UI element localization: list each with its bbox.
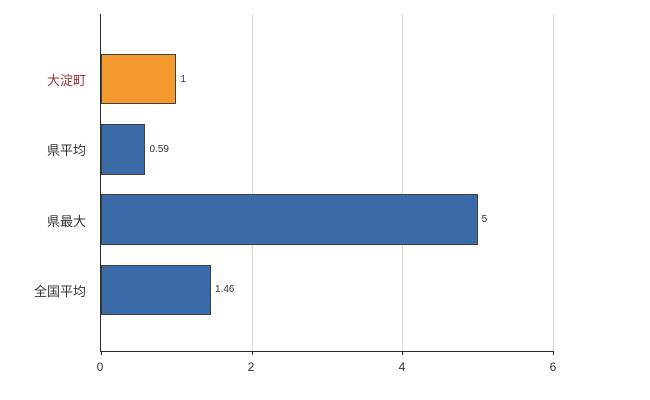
bar-value-label: 1.46 (214, 284, 235, 296)
bar-value-label: 1 (180, 73, 186, 85)
category-label: 県平均 (46, 143, 86, 159)
x-axis-labels: 0 2 4 6 (96, 360, 557, 376)
x-tick-label: 0 (96, 360, 104, 374)
gridline (402, 14, 404, 351)
bar-value-label: 0.59 (149, 143, 169, 155)
gridline (251, 14, 253, 351)
bar (101, 264, 211, 316)
bar-row: 0.59 (101, 114, 553, 184)
category-label: 県最大 (46, 213, 86, 229)
bar (101, 194, 478, 245)
x-axis-tick (553, 351, 554, 355)
gridline (553, 14, 554, 351)
x-axis-tick (101, 351, 102, 355)
x-tick-label: 2 (247, 360, 255, 374)
x-tick-label: 4 (398, 360, 406, 374)
category-label: 大淀町 (46, 72, 86, 88)
y-axis-labels: 大淀町県平均県最大全国平均 (0, 44, 93, 326)
bar-row: 1 (101, 44, 553, 114)
x-tick-label: 6 (549, 360, 557, 374)
bar-row: 5 (101, 185, 553, 255)
x-axis-tick (251, 351, 253, 355)
bar-value-label: 5 (481, 214, 488, 226)
bars-area: 1 0.59 5 1.46 (101, 44, 553, 325)
bar (101, 53, 177, 105)
category-label: 全国平均 (33, 284, 86, 300)
x-axis-tick (402, 351, 404, 355)
bar-row: 1.46 (101, 255, 553, 325)
plot-area: 1 0.59 5 1.46 (100, 14, 554, 355)
bar (101, 124, 146, 175)
